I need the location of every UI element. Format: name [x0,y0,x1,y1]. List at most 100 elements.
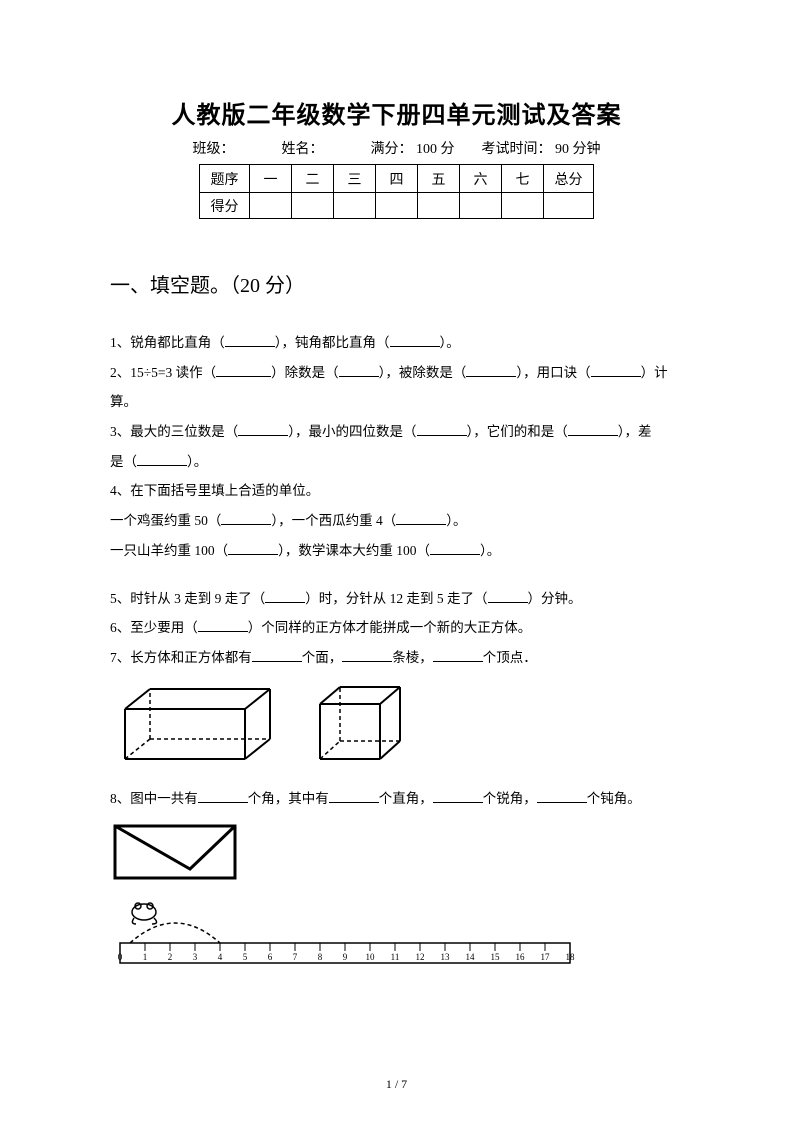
blank [433,648,483,662]
q1-text-c: ）。 [440,335,460,350]
q6-text-b: ）个同样的正方体才能拼成一个新的大正方体。 [248,620,532,635]
th-5: 五 [418,165,460,193]
blank [466,363,516,377]
q8-text-d: 个锐角， [483,791,537,806]
page-number: 1 / 7 [0,1077,793,1092]
question-4-head: 4、在下面括号里填上合适的单位。 [110,476,683,506]
page-title: 人教版二年级数学下册四单元测试及答案 [110,95,683,130]
th-2: 二 [292,165,334,193]
q2-text-b: ）除数是（ [271,365,339,380]
q4-text-a: 一个鸡蛋约重 50（ [110,513,221,528]
q2-text-d: ），用口诀（ [516,365,590,380]
cuboid-figures [110,679,683,774]
q4-text-b: ），一个西瓜约重 4（ [271,513,396,528]
blank [390,333,440,347]
q4-text-c: ）。 [446,513,466,528]
th-seq: 题序 [200,165,250,193]
svg-text:12: 12 [416,952,425,962]
question-3: 3、最大的三位数是（），最小的四位数是（），它们的和是（），差 [110,417,683,447]
question-1: 1、锐角都比直角（），钝角都比直角（）。 [110,328,683,358]
svg-text:0: 0 [118,952,123,962]
q3-text-c: ），它们的和是（ [467,424,568,439]
svg-text:7: 7 [293,952,298,962]
q3-text-b: ），最小的四位数是（ [288,424,416,439]
blank [329,789,379,803]
q7-text-b: 个面， [302,650,343,665]
full-label: 满分： [371,138,413,158]
page: 人教版二年级数学下册四单元测试及答案 班级： 姓名： 满分： 100 分 考试时… [0,0,793,1122]
q3-text-f: ）。 [187,454,207,469]
q4-text-e: ），数学课本大约重 100（ [278,543,430,558]
svg-text:10: 10 [366,952,376,962]
svg-text:9: 9 [343,952,348,962]
blank [396,511,446,525]
envelope-figure [110,821,683,888]
q5-text-b: ）时，分针从 12 走到 5 走了（ [305,591,487,606]
frog-ruler-icon: 0123456789101112131415161718 [110,898,580,968]
question-6: 6、至少要用（ ）个同样的正方体才能拼成一个新的大正方体。 [110,613,683,643]
q4-text-d: 一只山羊约重 100（ [110,543,228,558]
class-label: 班级： [193,138,235,158]
q5-text-c: ）分钟。 [528,591,582,606]
q7-text-d: 个顶点． [483,650,537,665]
svg-text:3: 3 [193,952,198,962]
table-row: 题序 一 二 三 四 五 六 七 总分 [200,165,594,193]
blank [342,648,392,662]
blank [252,648,302,662]
cuboid-cube-icon [110,679,410,769]
blank [537,789,587,803]
svg-text:1: 1 [143,952,148,962]
svg-text:16: 16 [516,952,526,962]
blank [433,789,483,803]
td-blank [418,193,460,219]
question-2: 2、15÷5=3 读作（）除数是（），被除数是（），用口诀（）计算。 [110,358,683,417]
frog-ruler-figure: 0123456789101112131415161718 [110,898,683,973]
question-3b: 是（）。 [110,447,683,477]
blank [216,363,271,377]
svg-text:18: 18 [566,952,576,962]
q8-text-b: 个角，其中有 [248,791,329,806]
th-4: 四 [376,165,418,193]
q8-text-a: 8、图中一共有 [110,791,198,806]
svg-text:5: 5 [243,952,248,962]
svg-text:15: 15 [491,952,501,962]
svg-text:11: 11 [391,952,400,962]
td-blank [376,193,418,219]
q6-text-a: 6、至少要用（ [110,620,198,635]
td-score-label: 得分 [200,193,250,219]
th-total: 总分 [544,165,594,193]
question-8: 8、图中一共有个角，其中有个直角，个锐角，个钝角。 [110,784,683,814]
full-value: 100 分 [416,138,455,158]
time-value: 90 分钟 [555,138,601,158]
info-line: 班级： 姓名： 满分： 100 分 考试时间： 90 分钟 [110,138,683,158]
q7-text-c: 条棱， [392,650,433,665]
blank [265,589,305,603]
th-1: 一 [250,165,292,193]
q3-text-a: 3、最大的三位数是（ [110,424,238,439]
blank [225,333,275,347]
q5-text-a: 5、时针从 3 走到 9 走了（ [110,591,265,606]
blank [228,541,278,555]
question-7: 7、长方体和正方体都有 个面， 条棱， 个顶点． [110,643,683,673]
q1-text-b: ），钝角都比直角（ [275,335,390,350]
svg-text:2: 2 [168,952,173,962]
time-label: 考试时间： [482,138,552,158]
question-4a: 一个鸡蛋约重 50（ ），一个西瓜约重 4（ ）。 [110,506,683,536]
question-4b: 一只山羊约重 100（ ），数学课本大约重 100（ ）。 [110,536,683,566]
svg-text:13: 13 [441,952,451,962]
q2-text-c: ），被除数是（ [379,365,467,380]
td-blank [334,193,376,219]
td-blank [544,193,594,219]
blank [430,541,480,555]
svg-text:8: 8 [318,952,323,962]
table-row: 得分 [200,193,594,219]
q7-text-a: 7、长方体和正方体都有 [110,650,252,665]
blank [198,789,248,803]
blank [568,422,618,436]
blank [137,452,187,466]
td-blank [292,193,334,219]
blank [221,511,271,525]
q4-text-f: ）。 [480,543,500,558]
svg-text:4: 4 [218,952,223,962]
th-3: 三 [334,165,376,193]
